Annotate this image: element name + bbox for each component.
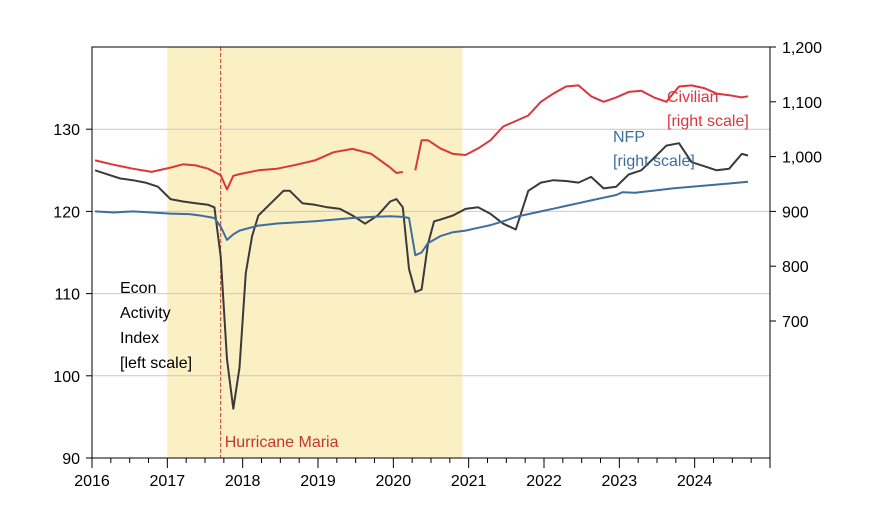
left-tick-label: 110 (54, 287, 80, 304)
right-tick-label: 1,100 (782, 95, 822, 112)
event-label: Hurricane Maria (225, 434, 339, 451)
x-tick-label: 2017 (150, 473, 186, 490)
series-group (94, 84, 749, 410)
annotations: Hurricane Maria Econ Activity Index [left s… (120, 89, 749, 451)
x-tick-label: 2020 (376, 473, 412, 490)
right-tick-label: 700 (782, 314, 809, 331)
series-label-civilian: [right scale] (667, 113, 749, 130)
x-tick-label: 2021 (451, 473, 487, 490)
right-tick-label: 1,200 (782, 40, 822, 57)
right-tick-label: 900 (782, 204, 809, 221)
right-tick-label: 800 (782, 259, 809, 276)
series-line-civilian (94, 84, 749, 191)
series-line-econ-activity-index (94, 142, 749, 410)
left-axis: 90 100 110 120 130 (53, 122, 92, 468)
x-tick-label: 2023 (602, 473, 638, 490)
series-line-nfp (95, 180, 749, 257)
gridlines (92, 128, 770, 377)
series-label-econ-activity-index: Econ (120, 280, 156, 297)
x-tick-label: 2016 (74, 473, 110, 490)
left-tick-label: 130 (53, 122, 80, 139)
x-axis: 2016 2017 2018 2019 2020 2021 2022 2023 2024 (74, 458, 771, 490)
x-tick-label: 2018 (225, 473, 261, 490)
left-tick-label: 120 (53, 204, 80, 221)
right-tick-label: 1,000 (782, 150, 822, 167)
left-tick-label: 90 (62, 451, 80, 468)
x-tick-label: 2019 (300, 473, 336, 490)
series-label-econ-activity-index: Index (120, 330, 159, 347)
left-tick-label: 100 (53, 369, 80, 386)
series-label-nfp: [right scale] (613, 153, 695, 170)
series-label-econ-activity-index: Activity (120, 305, 171, 322)
shaded-period (167, 47, 463, 458)
x-tick-label: 2024 (677, 473, 713, 490)
x-tick-label: 2022 (526, 473, 562, 490)
series-label-nfp: NFP (613, 129, 645, 146)
right-axis: 700 800 900 1,000 1,100 1,200 (770, 40, 822, 331)
series-label-civilian: Civilian (667, 89, 719, 106)
series-label-econ-activity-index: [left scale] (120, 355, 192, 372)
